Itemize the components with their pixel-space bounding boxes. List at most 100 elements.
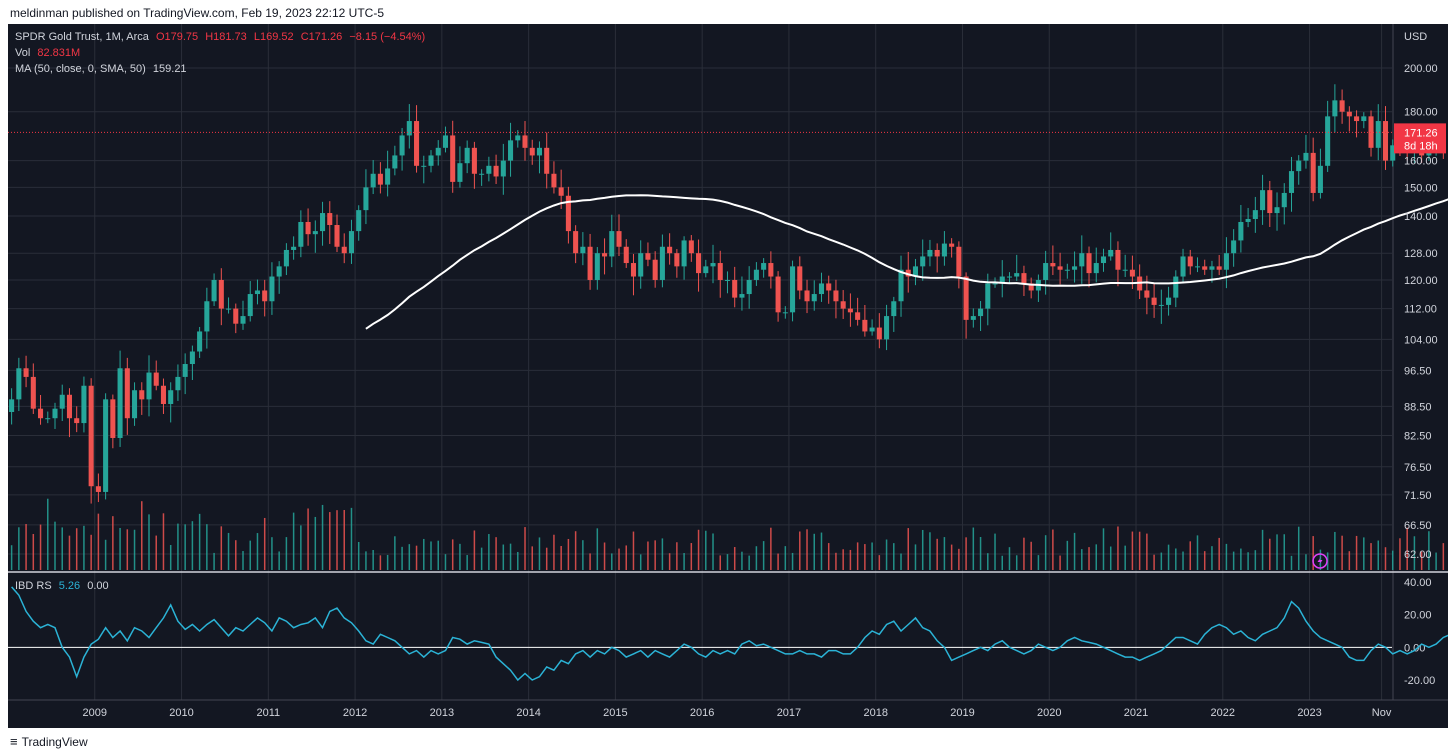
chart-panel[interactable]: 40.00 20.00 0.00 -20.00 200.00 180.00 160.00 1…	[8, 24, 1448, 728]
volume-bar	[1435, 552, 1437, 570]
volume-bar	[965, 537, 967, 570]
volume-bar	[329, 512, 331, 570]
candle-body	[1050, 263, 1056, 267]
time-tick-label: 2019	[950, 707, 974, 719]
volume-bar	[849, 549, 852, 570]
volume-bar	[632, 531, 635, 570]
volume-bar	[1131, 531, 1134, 570]
candle-body	[356, 210, 362, 232]
volume-bar	[1247, 552, 1249, 570]
volume-bar	[307, 508, 309, 570]
volume-bar	[141, 501, 143, 570]
volume-bar	[1413, 536, 1416, 570]
footer: ≡ TradingView	[10, 734, 88, 749]
candle-body	[623, 246, 629, 264]
price-tick-label: 82.50	[1404, 430, 1432, 442]
price-tick-label: 120.00	[1404, 275, 1438, 287]
rs-zero-value: 0.00	[87, 580, 109, 592]
chart-svg[interactable]: 40.00 20.00 0.00 -20.00 200.00 180.00 160.00 1…	[8, 24, 1448, 728]
candle-body	[616, 231, 622, 247]
candle-body	[746, 279, 752, 295]
candle-body	[500, 160, 506, 177]
candle-body	[291, 246, 297, 250]
candle-body	[1252, 210, 1258, 219]
candle-body	[341, 246, 347, 254]
volume-bar	[25, 524, 27, 570]
volume-bar	[357, 541, 360, 570]
candle-body	[254, 290, 260, 295]
candle-body	[226, 308, 232, 310]
candle-body	[493, 165, 499, 177]
volume-bar	[1059, 555, 1061, 570]
rs-tick-label: -20.00	[1404, 675, 1435, 687]
volume-bar	[1102, 528, 1105, 570]
candle-body	[688, 240, 694, 254]
candle-body	[363, 187, 369, 211]
volume-bars	[10, 498, 1445, 570]
candle-body	[551, 173, 557, 188]
volume-bar	[198, 513, 201, 570]
alert-icon[interactable]	[1312, 553, 1328, 569]
candle-body	[840, 301, 846, 309]
volume-bar	[509, 543, 512, 570]
candle-body	[630, 263, 637, 277]
candle-body	[833, 290, 839, 302]
volume-bar	[1442, 543, 1445, 570]
candle-body	[912, 266, 919, 277]
volume-bar	[495, 537, 497, 570]
candle-body	[508, 140, 514, 161]
candle-body	[847, 308, 853, 313]
price-tick-label: 88.50	[1404, 401, 1432, 413]
volume-bar	[813, 533, 815, 570]
candle-body	[95, 486, 101, 492]
volume-bar	[97, 513, 100, 570]
volume-bar	[1203, 551, 1206, 570]
price-tick-label: 66.50	[1404, 520, 1432, 532]
volume-bar	[574, 531, 577, 570]
candle-body	[652, 259, 658, 280]
candle-body	[602, 253, 608, 257]
candle-body	[38, 408, 44, 419]
candle-body	[999, 276, 1005, 284]
candle-body	[1361, 116, 1367, 122]
candle-body	[782, 312, 788, 314]
candle-body	[175, 376, 181, 391]
volume-bar	[292, 512, 295, 570]
tradingview-logo-icon: ≡	[10, 734, 18, 749]
high-value: H181.73	[205, 31, 247, 43]
volume-bar	[1305, 554, 1307, 570]
candle-body	[1368, 116, 1374, 148]
volume-bar	[119, 527, 121, 570]
candle-body	[565, 195, 571, 232]
volume-bar	[1334, 531, 1336, 570]
time-tick-label: Nov	[1372, 707, 1392, 719]
volume-bar	[473, 530, 476, 570]
candle-body	[377, 173, 383, 185]
candle-body	[74, 418, 80, 424]
volume-bar	[408, 544, 411, 570]
volume-bar	[1081, 549, 1083, 570]
volume-bar	[545, 547, 548, 570]
volume-bar	[611, 553, 613, 570]
volume-bar	[54, 521, 56, 570]
volume-bar	[719, 555, 721, 570]
volume-bar	[733, 547, 736, 570]
candle-body	[1014, 273, 1020, 277]
candle-body	[218, 279, 224, 309]
candle-body	[1354, 116, 1360, 122]
volume-bar	[1276, 534, 1278, 570]
volume-bar	[1037, 555, 1040, 570]
candle-body	[587, 246, 593, 280]
time-tick-label: 2018	[863, 707, 887, 719]
volume-bar	[972, 527, 975, 570]
candle-body	[457, 163, 463, 182]
ma-value: 159.21	[152, 63, 187, 75]
volume-bar	[314, 516, 317, 570]
candle-body	[406, 121, 412, 136]
candle-body	[464, 147, 470, 164]
volume-bar	[430, 541, 432, 570]
volume-bar	[929, 532, 931, 570]
candle-body	[674, 253, 680, 267]
price-axis: 200.00 180.00 160.00 150.00 140.00 128.00 120.…	[1394, 31, 1446, 561]
candle-body	[992, 283, 998, 285]
